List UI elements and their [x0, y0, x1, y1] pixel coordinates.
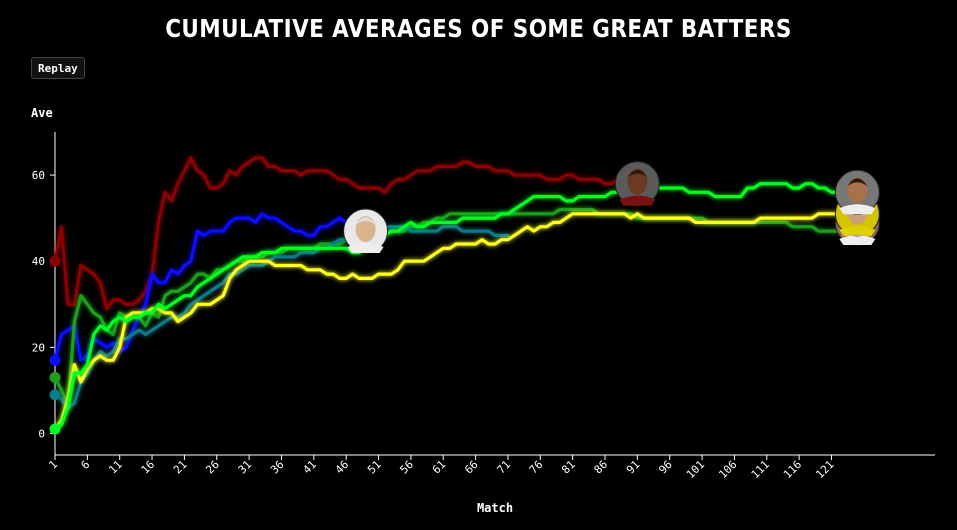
x-tick-label: 56: [397, 458, 416, 477]
y-tick-label: 20: [32, 341, 45, 354]
chart-title: CUMULATIVE AVERAGES OF SOME GREAT BATTER…: [165, 14, 792, 43]
x-tick-label: 101: [684, 458, 707, 481]
x-tick-label: 106: [716, 458, 739, 481]
x-tick-label: 81: [559, 458, 578, 477]
avatar-hair: [847, 178, 868, 187]
y-axis-title: Ave: [31, 106, 53, 120]
x-tick-label: 21: [171, 458, 190, 477]
avatar-shirt: [839, 225, 876, 236]
x-tick-label: 61: [430, 458, 449, 477]
avatar-hair: [627, 169, 648, 178]
avatar-shirt: [619, 195, 656, 206]
x-tick-label: 46: [333, 458, 352, 477]
x-tick-label: 66: [462, 458, 481, 477]
avatar-shirt: [347, 243, 384, 254]
series-lines: [53, 156, 859, 431]
x-tick-label: 6: [79, 458, 93, 472]
avatar-face: [627, 168, 648, 195]
x-axis-title: Match: [477, 501, 513, 515]
x-tick-label: 111: [749, 458, 772, 481]
x-tick-label: 91: [624, 458, 643, 477]
y-tick-label: 60: [32, 169, 45, 182]
y-tick-label: 40: [32, 255, 45, 268]
start-markers: [49, 255, 61, 435]
replay-button[interactable]: Replay: [31, 57, 85, 79]
y-tick-label: 0: [38, 427, 45, 440]
x-tick-label: 26: [203, 458, 222, 477]
avatar-hair: [355, 217, 376, 226]
x-tick-label: 16: [139, 458, 158, 477]
series-line: [53, 212, 368, 362]
series-start-marker: [49, 255, 61, 267]
x-tick-label: 1: [46, 458, 60, 472]
series-start-marker: [49, 354, 61, 366]
x-tick-label: 41: [300, 458, 319, 477]
batter-avatar: [834, 169, 880, 215]
x-tick-label: 31: [236, 458, 255, 477]
x-tick-label: 36: [268, 458, 287, 477]
avatar-face: [847, 177, 868, 204]
x-tick-label: 116: [781, 458, 804, 481]
batter-avatar: [343, 208, 389, 254]
series-line: [53, 207, 859, 410]
avatar-shirt: [839, 235, 876, 246]
batter-avatars: [343, 161, 880, 254]
x-tick-label: 86: [592, 458, 611, 477]
x-tick-label: 121: [813, 458, 836, 481]
series-line: [53, 225, 510, 410]
x-tick-label: 76: [527, 458, 546, 477]
series-start-marker: [49, 371, 61, 383]
series-start-marker: [49, 389, 61, 401]
avatar-face: [355, 216, 376, 243]
series-line: [53, 212, 859, 431]
batter-avatar: [614, 161, 660, 207]
x-tick-label: 11: [106, 458, 125, 477]
x-tick-label: 51: [365, 458, 384, 477]
x-tick-label: 96: [656, 458, 675, 477]
avatar-shirt: [839, 204, 876, 215]
x-tick-label: 71: [495, 458, 514, 477]
series-start-marker: [49, 423, 61, 435]
series-line: [53, 182, 859, 431]
